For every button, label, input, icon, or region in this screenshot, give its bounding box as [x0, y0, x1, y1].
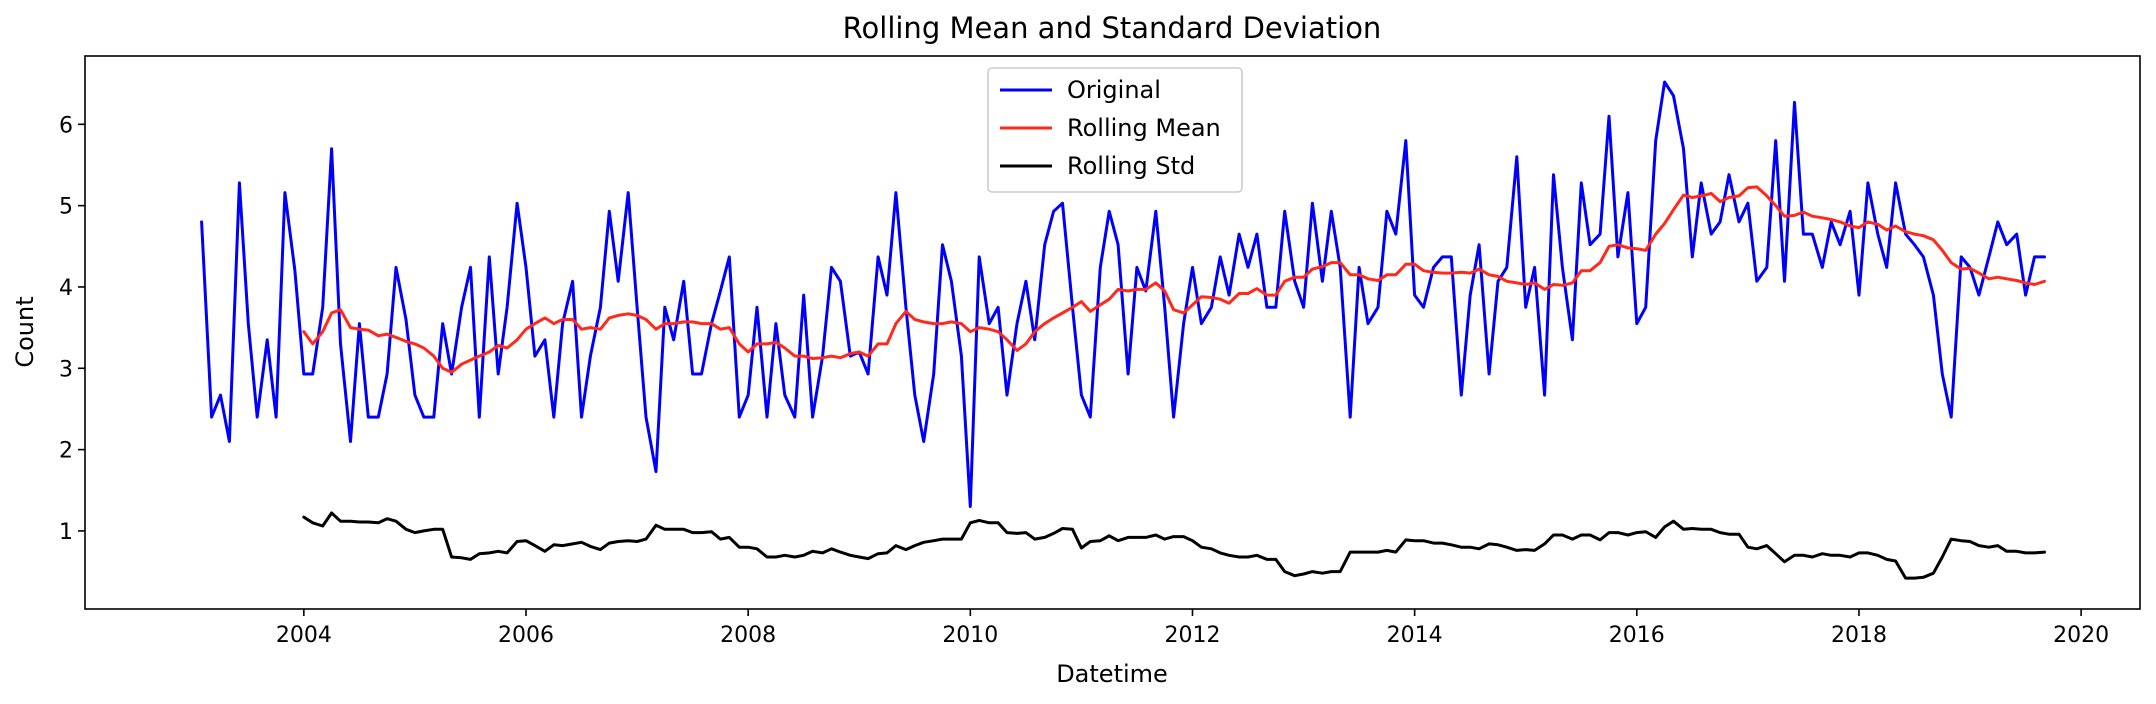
legend-box	[987, 67, 1243, 193]
legend: Original Rolling Mean Rolling Std	[987, 67, 1243, 193]
x-tick-label: 2010	[942, 623, 998, 648]
y-tick-label: 4	[59, 276, 73, 301]
x-tick-label: 2006	[498, 623, 554, 648]
x-axis-label: Datetime	[1056, 660, 1168, 688]
y-tick-label: 3	[59, 357, 73, 382]
y-axis: 1 2 3 4 5 6	[59, 113, 85, 545]
x-tick-label: 2020	[2053, 623, 2109, 648]
x-tick-label: 2014	[1387, 623, 1443, 648]
series-layer	[200, 80, 2046, 580]
y-tick-label: 5	[59, 195, 73, 220]
series-line-rolling-std	[302, 511, 2046, 580]
x-tick-label: 2008	[720, 623, 776, 648]
series-line-original	[200, 80, 2046, 508]
x-tick-label: 2012	[1164, 623, 1220, 648]
chart-title: Rolling Mean and Standard Deviation	[843, 11, 1382, 45]
y-tick-label: 1	[59, 520, 73, 545]
y-axis-label: Count	[11, 296, 39, 367]
series-line-rolling-mean	[302, 185, 2046, 374]
x-tick-label: 2004	[276, 623, 332, 648]
legend-label-rolling-mean: Rolling Mean	[1067, 114, 1221, 142]
y-tick-label: 2	[59, 439, 73, 464]
x-tick-label: 2018	[1831, 623, 1887, 648]
y-tick-label: 6	[59, 113, 73, 138]
plot-frame	[84, 55, 2141, 610]
legend-label-original: Original	[1067, 76, 1161, 104]
legend-label-rolling-std: Rolling Std	[1067, 152, 1195, 180]
x-tick-label: 2016	[1609, 623, 1665, 648]
x-axis: 2004 2006 2008 2010 2012 2014 2016 2018 2020	[276, 609, 2109, 648]
